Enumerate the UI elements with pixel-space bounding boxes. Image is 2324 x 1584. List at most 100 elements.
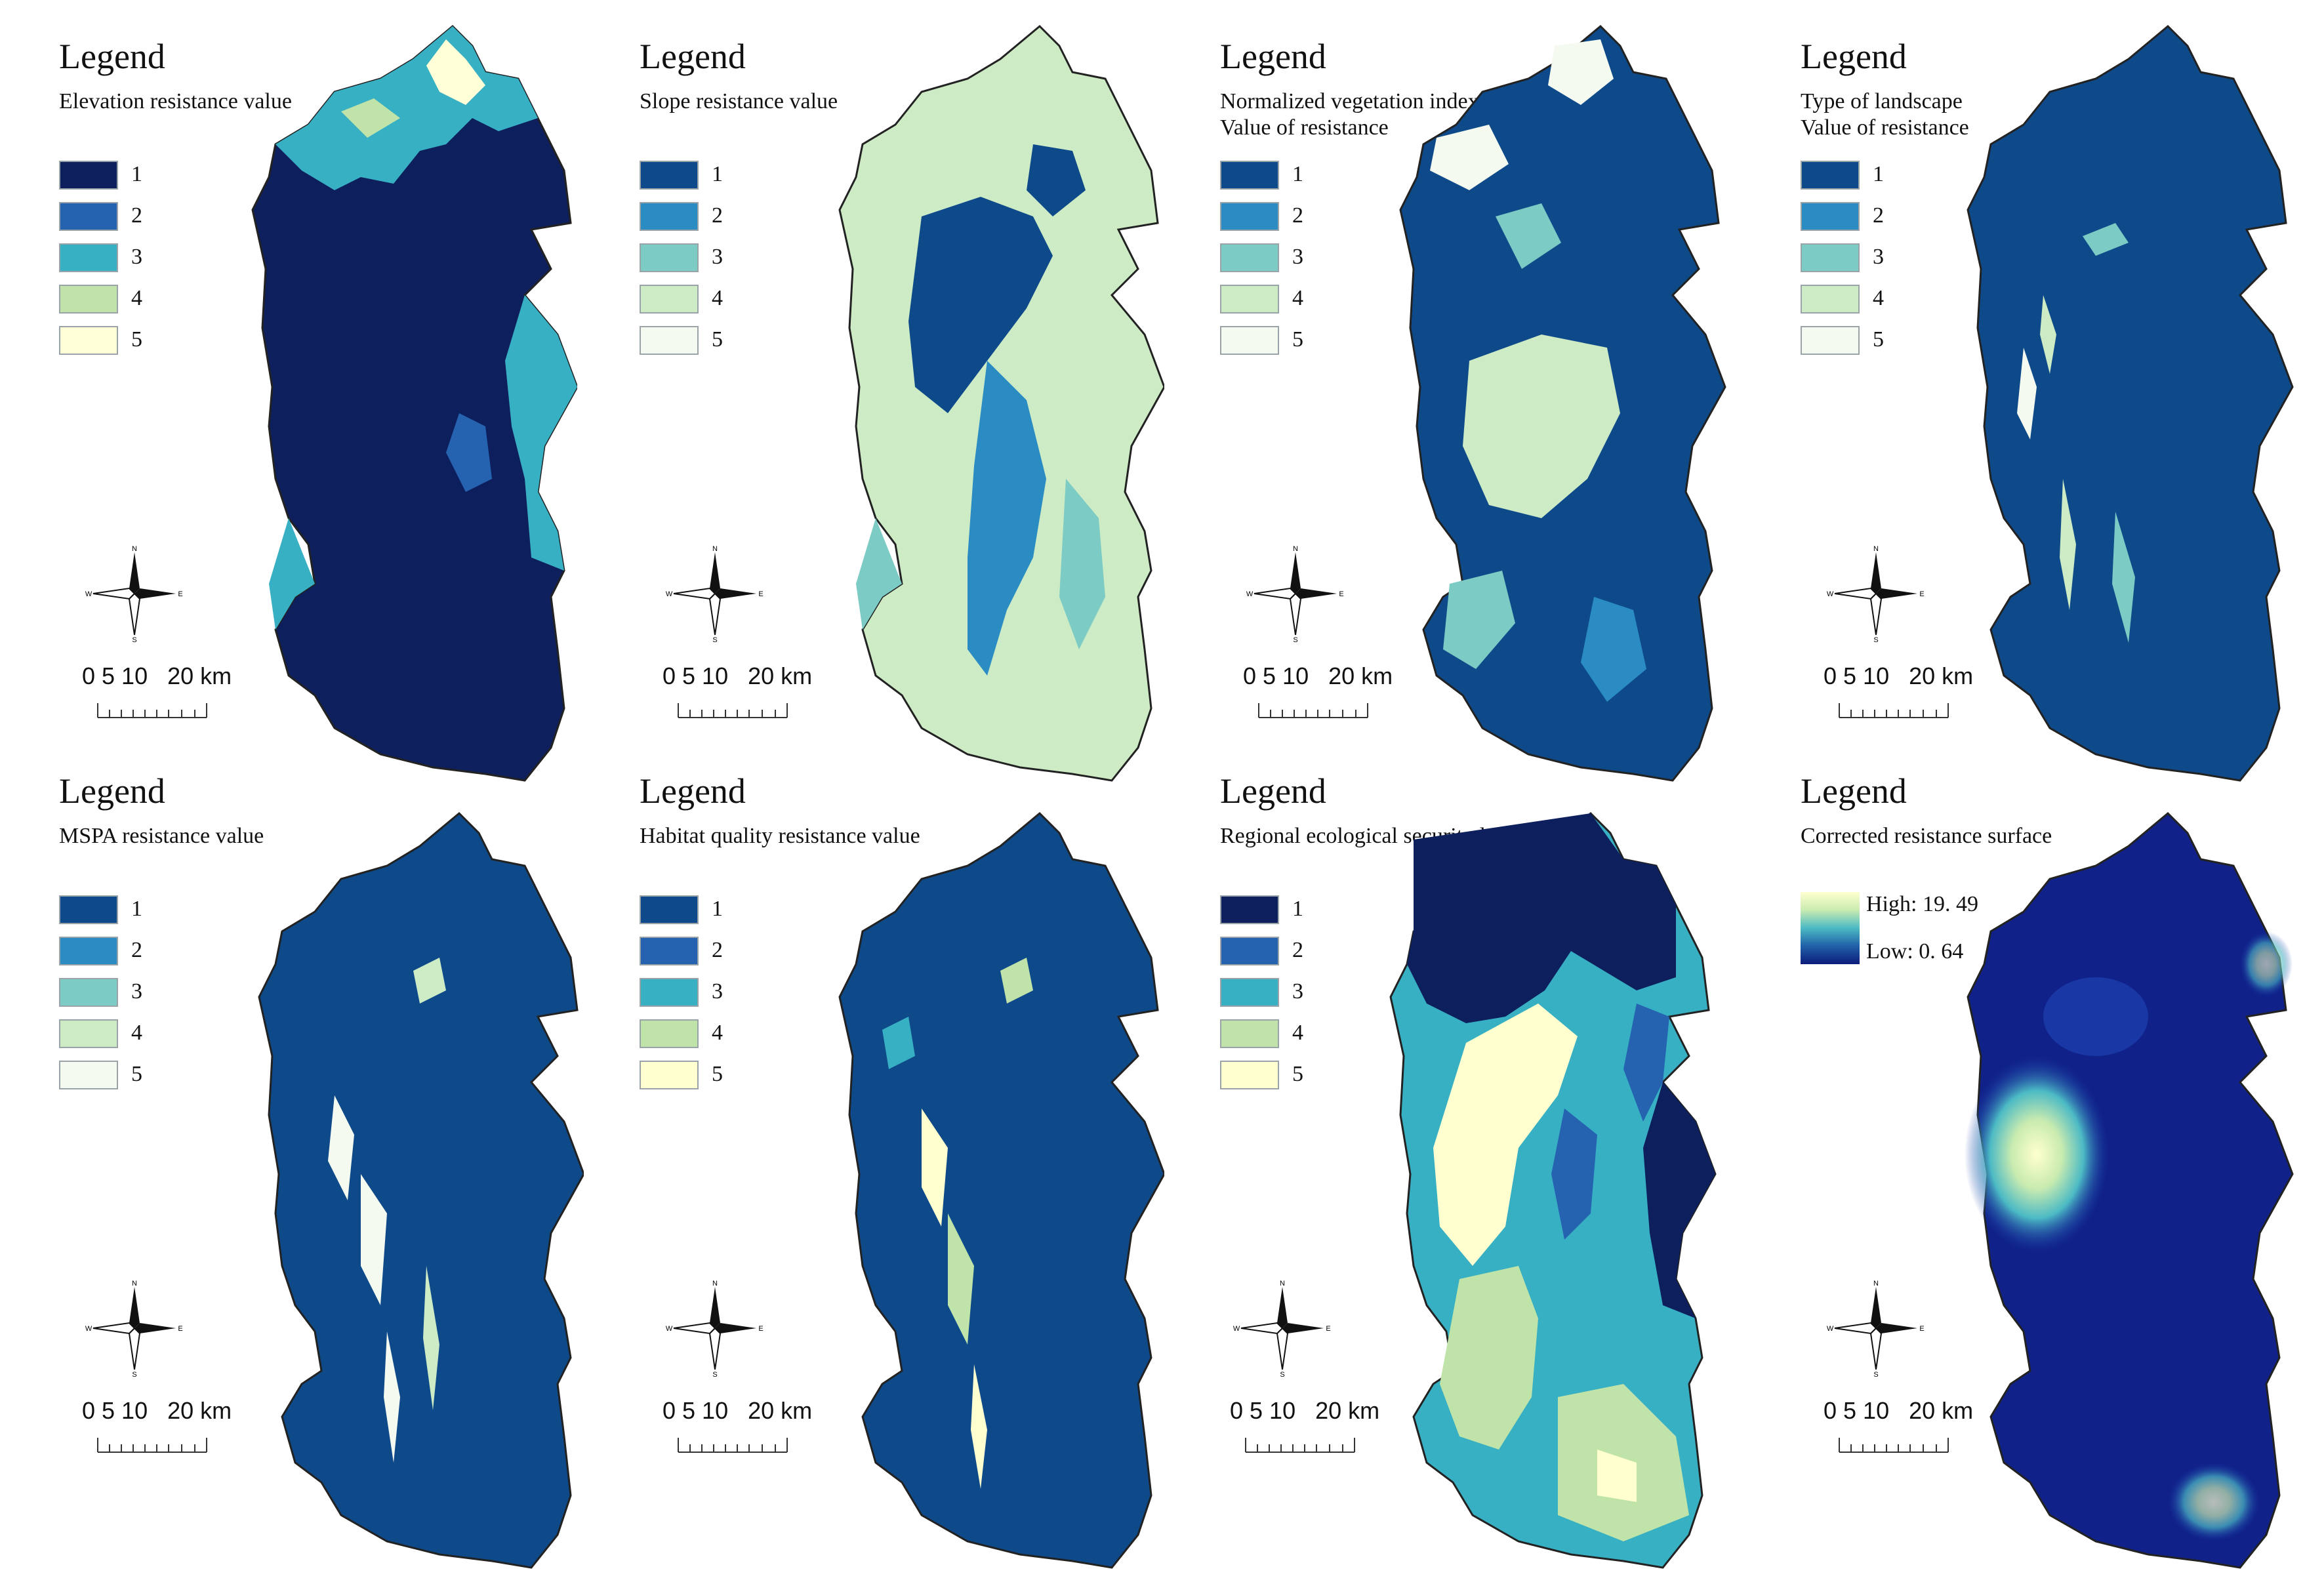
svg-text:S: S bbox=[712, 1371, 717, 1377]
legend-swatch bbox=[1220, 978, 1279, 1007]
legend-item: 3 bbox=[59, 978, 256, 1009]
map-mspa bbox=[258, 811, 584, 1569]
legend-swatch bbox=[1220, 326, 1279, 355]
svg-text:E: E bbox=[1919, 1325, 1924, 1333]
legend-swatch bbox=[59, 1061, 118, 1089]
legend-class-label: 3 bbox=[712, 245, 723, 269]
legend-swatch bbox=[1220, 1019, 1279, 1048]
scale-label: 0 5 10 20 km bbox=[82, 1397, 232, 1424]
scale-label: 0 5 10 20 km bbox=[1243, 662, 1393, 689]
scale-label: 0 5 10 20 km bbox=[82, 662, 232, 689]
legend-class-label: 2 bbox=[131, 203, 142, 228]
legend-subtitle: Normalized vegetation index Value of res… bbox=[1220, 89, 1479, 140]
legend-item: 4 bbox=[640, 285, 836, 316]
legend-subtitle: Type of landscape Value of resistance bbox=[1801, 89, 1969, 140]
legend-class-label: 5 bbox=[1292, 327, 1303, 352]
legend-swatch bbox=[1220, 202, 1279, 231]
legend-swatch bbox=[640, 285, 699, 314]
legend-item: 1 bbox=[1801, 161, 1997, 192]
svg-text:S: S bbox=[132, 636, 136, 643]
legend-swatch bbox=[1220, 243, 1279, 272]
svg-text:N: N bbox=[1873, 1280, 1879, 1288]
scale-ruler-icon bbox=[678, 703, 788, 718]
legend-title: Legend bbox=[1220, 771, 1326, 811]
legend-class-label: 4 bbox=[1292, 1021, 1303, 1045]
legend-swatch bbox=[1220, 1061, 1279, 1089]
scale-label: 0 5 10 20 km bbox=[663, 1397, 813, 1424]
svg-text:E: E bbox=[178, 590, 182, 598]
legend-title: Legend bbox=[59, 771, 165, 811]
svg-text:E: E bbox=[1339, 590, 1343, 598]
scale-ruler-icon bbox=[1839, 703, 1949, 718]
svg-text:S: S bbox=[132, 1371, 136, 1377]
legend-item: 2 bbox=[1220, 937, 1417, 968]
map-corrected bbox=[1965, 811, 2294, 1569]
legend-swatch bbox=[59, 161, 118, 190]
legend-swatch bbox=[59, 285, 118, 314]
legend-class-label: 4 bbox=[712, 286, 723, 310]
legend-swatch bbox=[59, 895, 118, 924]
legend-item: 5 bbox=[640, 1061, 836, 1092]
legend-subtitle: Slope resistance value bbox=[640, 89, 838, 113]
legend-class-label: 4 bbox=[131, 1021, 142, 1045]
legend-swatch bbox=[59, 937, 118, 965]
legend-swatch bbox=[59, 202, 118, 231]
svg-text:S: S bbox=[1280, 1371, 1284, 1377]
legend-class-label: 5 bbox=[1873, 327, 1884, 352]
scale-ruler-icon bbox=[97, 1438, 207, 1453]
legend-item: 3 bbox=[59, 243, 256, 275]
scale-bar: 0 5 10 20 km bbox=[82, 1397, 246, 1456]
legend-class-label: 1 bbox=[131, 162, 142, 186]
gradient-legend: High: 19. 49 Low: 0. 64 bbox=[1801, 892, 2063, 977]
panel-habitat: Legend Habitat quality resistance value … bbox=[581, 735, 1164, 1569]
legend-swatch bbox=[1801, 202, 1860, 231]
legend-item: 4 bbox=[1220, 1019, 1417, 1051]
svg-text:N: N bbox=[132, 545, 137, 553]
panel-landscape: Legend Type of landscape Value of resist… bbox=[1742, 0, 2322, 782]
scale-ruler-icon bbox=[97, 703, 207, 718]
svg-text:E: E bbox=[758, 590, 763, 598]
legend-subtitle: Corrected resistance surface bbox=[1801, 824, 2052, 848]
legend-swatch bbox=[640, 202, 699, 231]
legend-subtitle: Habitat quality resistance value bbox=[640, 824, 920, 848]
legend-item: 2 bbox=[59, 202, 256, 234]
legend-item: 2 bbox=[59, 937, 256, 968]
scale-bar: 0 5 10 20 km bbox=[663, 1397, 826, 1456]
legend-swatch bbox=[1801, 326, 1860, 355]
legend-swatch bbox=[640, 243, 699, 272]
north-arrow-icon: N S E W bbox=[85, 1280, 183, 1377]
legend-class-label: 1 bbox=[131, 897, 142, 921]
north-arrow-icon: N S E W bbox=[666, 1280, 764, 1377]
legend-item: 3 bbox=[640, 978, 836, 1009]
legend-class-label: 4 bbox=[1292, 286, 1303, 310]
legend-item: 5 bbox=[59, 326, 256, 357]
svg-text:W: W bbox=[85, 590, 92, 598]
scale-ruler-icon bbox=[678, 1438, 788, 1453]
legend-title: Legend bbox=[1801, 771, 1907, 811]
svg-text:E: E bbox=[178, 1325, 182, 1333]
svg-text:S: S bbox=[1293, 636, 1297, 643]
legend-item: 4 bbox=[59, 1019, 256, 1051]
panel-ndvi: Legend Normalized vegetation index Value… bbox=[1161, 0, 1742, 782]
legend-item: 3 bbox=[1220, 243, 1417, 275]
svg-text:N: N bbox=[1293, 545, 1298, 553]
legend-class-label: 2 bbox=[1873, 203, 1884, 228]
legend-class-label: 5 bbox=[131, 327, 142, 352]
scale-label: 0 5 10 20 km bbox=[1824, 662, 1974, 689]
legend-class-label: 1 bbox=[1292, 162, 1303, 186]
legend-swatch bbox=[59, 326, 118, 355]
scale-ruler-icon bbox=[1839, 1438, 1949, 1453]
svg-text:S: S bbox=[712, 636, 717, 643]
legend-item: 2 bbox=[640, 937, 836, 968]
legend-class-label: 1 bbox=[712, 897, 723, 921]
svg-text:N: N bbox=[712, 1280, 718, 1288]
map-security bbox=[1389, 811, 1717, 1569]
panel-corrected: Legend Corrected resistance surface High… bbox=[1742, 735, 2322, 1569]
legend-swatch bbox=[640, 1061, 699, 1089]
legend-title: Legend bbox=[640, 771, 746, 811]
scale-label: 0 5 10 20 km bbox=[1230, 1397, 1380, 1424]
legend-swatch bbox=[640, 937, 699, 965]
legend-class-label: 5 bbox=[712, 1062, 723, 1086]
legend-swatch bbox=[640, 161, 699, 190]
